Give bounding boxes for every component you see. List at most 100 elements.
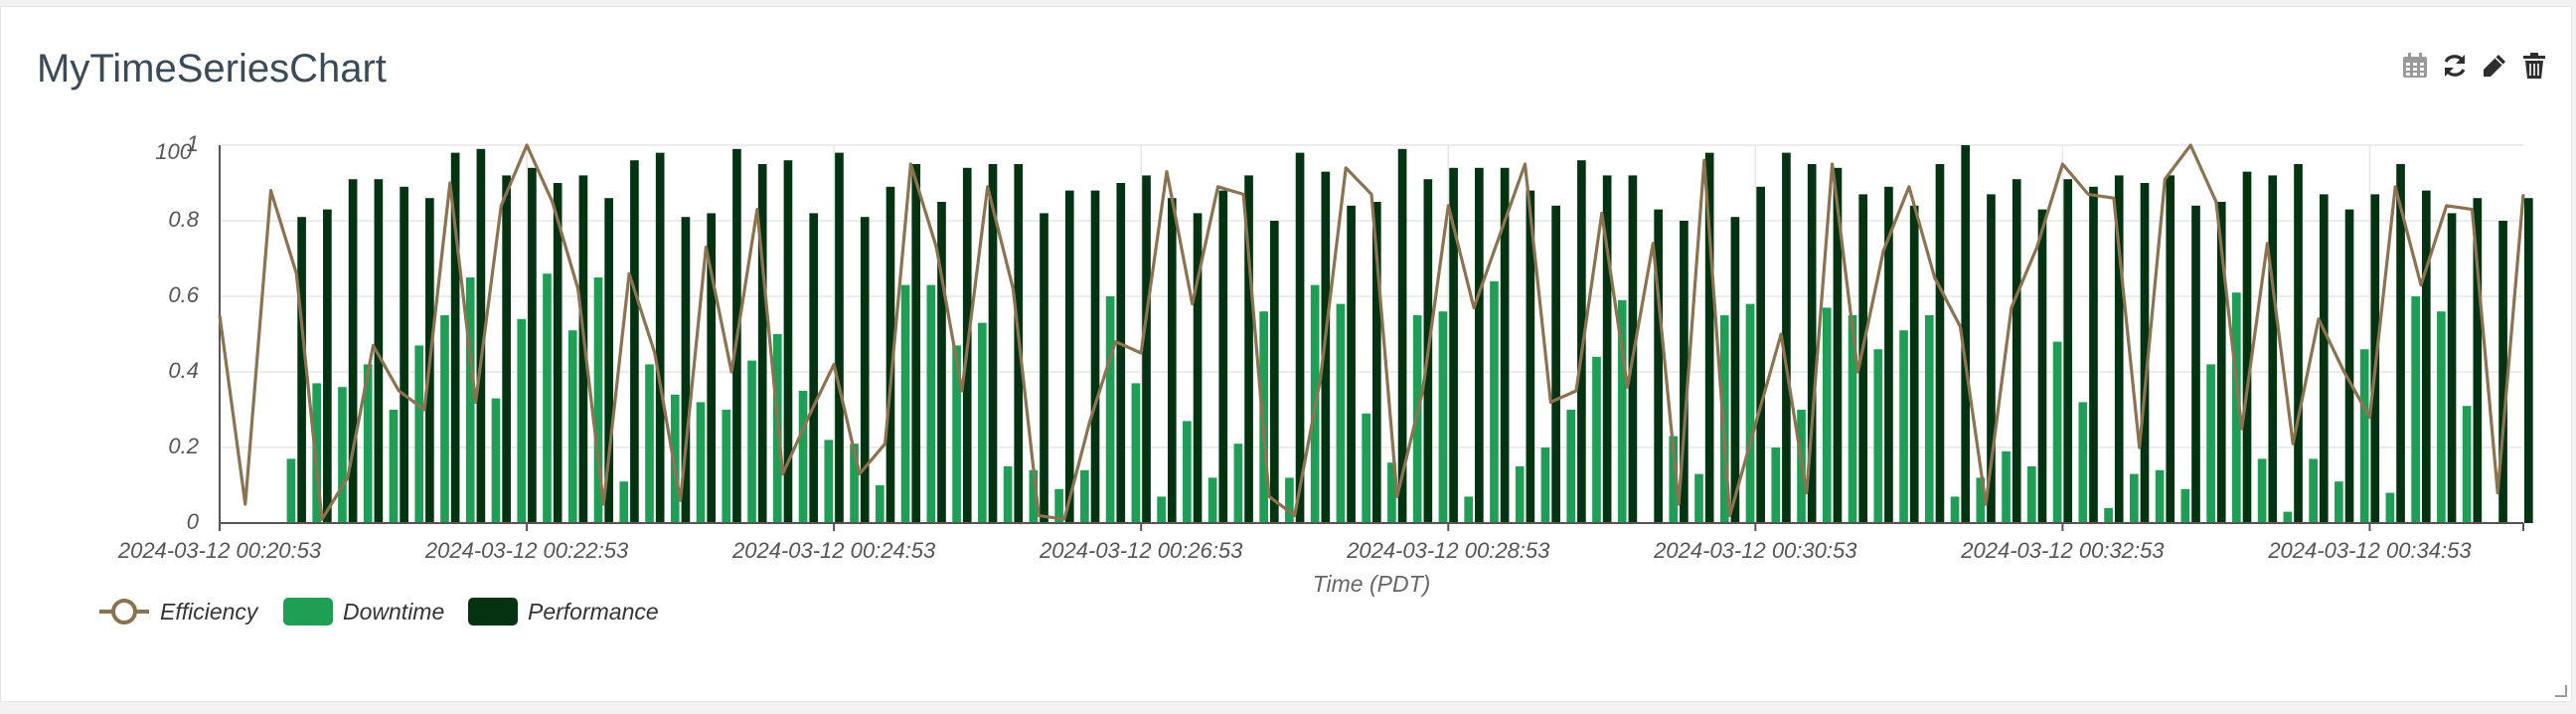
panel-title: MyTimeSeriesChart bbox=[37, 47, 387, 90]
legend: Efficiency Downtime Performance bbox=[99, 598, 659, 625]
downtime-bar bbox=[1566, 410, 1576, 523]
refresh-button[interactable] bbox=[2440, 51, 2470, 81]
downtime-bar bbox=[2155, 469, 2165, 523]
performance-bar bbox=[1040, 213, 1048, 523]
refresh-icon bbox=[2444, 55, 2466, 77]
performance-bar bbox=[2421, 190, 2431, 523]
performance-bar bbox=[1833, 167, 1843, 524]
performance-bar bbox=[655, 152, 665, 523]
legend-label-performance: Performance bbox=[528, 599, 659, 625]
x-axis-label: Time (PDT) bbox=[1313, 571, 1431, 597]
downtime-bar bbox=[1285, 477, 1294, 523]
performance-bar bbox=[450, 152, 460, 523]
performance-bar bbox=[2191, 205, 2200, 524]
downtime-bars bbox=[286, 273, 2472, 523]
y-tick-label: 0.8 bbox=[168, 207, 199, 232]
downtime-bar bbox=[389, 410, 399, 523]
downtime-bar bbox=[1003, 466, 1013, 523]
downtime-bar bbox=[696, 402, 706, 523]
efficiency-line bbox=[218, 143, 2525, 521]
performance-bar bbox=[2319, 194, 2329, 523]
performance-bar bbox=[604, 198, 613, 523]
performance-bar bbox=[1756, 186, 1765, 524]
y-tick-label: 0.6 bbox=[168, 282, 199, 307]
downtime-bar bbox=[2334, 481, 2343, 523]
downtime-bar bbox=[2232, 292, 2241, 523]
edit-icon bbox=[2484, 55, 2505, 77]
legend-item-performance[interactable]: Performance bbox=[468, 598, 659, 625]
downtime-bar bbox=[2206, 364, 2215, 523]
downtime-bar bbox=[2002, 450, 2011, 523]
downtime-bar bbox=[363, 364, 373, 523]
downtime-bar bbox=[875, 485, 885, 523]
downtime-bar bbox=[1029, 469, 1039, 523]
performance-bar bbox=[860, 217, 870, 523]
performance-bar bbox=[2498, 221, 2507, 523]
downtime-bar bbox=[1105, 296, 1115, 523]
performance-bar bbox=[1090, 190, 1100, 523]
downtime-bar bbox=[1464, 496, 1474, 523]
performance-bar bbox=[757, 164, 767, 523]
legend-label-downtime: Downtime bbox=[343, 599, 444, 625]
y-tick-label: 0.2 bbox=[168, 434, 199, 458]
downtime-bar bbox=[2130, 473, 2139, 523]
downtime-bar bbox=[2078, 402, 2088, 523]
downtime-bar bbox=[1336, 303, 1346, 523]
downtime-bar bbox=[1899, 330, 1908, 523]
calendar-button[interactable] bbox=[2400, 51, 2430, 81]
performance-bar bbox=[1269, 221, 1279, 523]
downtime-bar bbox=[2104, 507, 2113, 523]
downtime-bar bbox=[747, 360, 756, 523]
performance-bar bbox=[2524, 198, 2533, 523]
resize-handle[interactable] bbox=[2555, 685, 2567, 697]
performance-bar bbox=[553, 183, 563, 523]
downtime-bar bbox=[1669, 436, 1679, 523]
performance-bar bbox=[2037, 209, 2047, 523]
downtime-bar bbox=[1950, 496, 1960, 523]
performance-bar bbox=[2242, 171, 2252, 523]
performance-bar bbox=[297, 217, 306, 523]
performance-bar bbox=[1577, 160, 1586, 523]
x-tick-labels: 2024-03-12 00:20:53 2024-03-12 00:22:53 20… bbox=[117, 538, 2473, 563]
downtime-bar bbox=[567, 330, 577, 523]
performance-bar bbox=[937, 202, 946, 523]
performance-bar bbox=[1116, 183, 1126, 523]
downtime-bar bbox=[2180, 488, 2190, 523]
legend-item-efficiency[interactable]: Efficiency bbox=[99, 599, 259, 625]
downtime-bar bbox=[1719, 315, 1729, 523]
performance-bar bbox=[348, 179, 358, 523]
edit-button[interactable] bbox=[2480, 51, 2509, 81]
performance-bar bbox=[1935, 164, 1945, 523]
performance-bar bbox=[911, 164, 921, 523]
legend-item-downtime[interactable]: Downtime bbox=[283, 598, 444, 625]
legend-swatch-downtime bbox=[283, 598, 333, 625]
downtime-bar bbox=[1873, 349, 1883, 523]
downtime-bar bbox=[1515, 466, 1525, 523]
performance-bar bbox=[578, 175, 588, 523]
downtime-bar bbox=[619, 481, 629, 523]
performance-bar bbox=[1730, 217, 1740, 523]
calendar-icon bbox=[2403, 53, 2427, 78]
performance-bar bbox=[2089, 186, 2098, 524]
performance-bar bbox=[809, 213, 819, 523]
legend-swatch-performance bbox=[468, 598, 518, 625]
downtime-bar bbox=[1183, 421, 1192, 523]
performance-bar bbox=[1142, 175, 1151, 523]
performance-bar bbox=[1858, 194, 1868, 523]
performance-bar bbox=[1449, 167, 1458, 524]
downtime-bar bbox=[645, 364, 654, 523]
downtime-bar bbox=[2257, 458, 2267, 523]
downtime-bar bbox=[1976, 477, 1986, 523]
downtime-bar bbox=[1387, 462, 1396, 523]
performance-bar bbox=[1602, 175, 1612, 523]
panel-toolbar bbox=[2400, 51, 2549, 81]
downtime-bar bbox=[2052, 341, 2062, 523]
downtime-bar bbox=[1822, 307, 1832, 523]
performance-bar bbox=[1782, 152, 1791, 523]
y-tick-labels: 100 0 0.2 0.4 0.6 0.8 1 bbox=[155, 131, 199, 534]
x-tick-label: 2024-03-12 00:22:53 bbox=[424, 538, 629, 563]
downtime-bar bbox=[593, 277, 603, 523]
delete-button[interactable] bbox=[2519, 51, 2549, 81]
downtime-bar bbox=[1848, 315, 1857, 523]
performance-bar bbox=[1218, 190, 1228, 523]
